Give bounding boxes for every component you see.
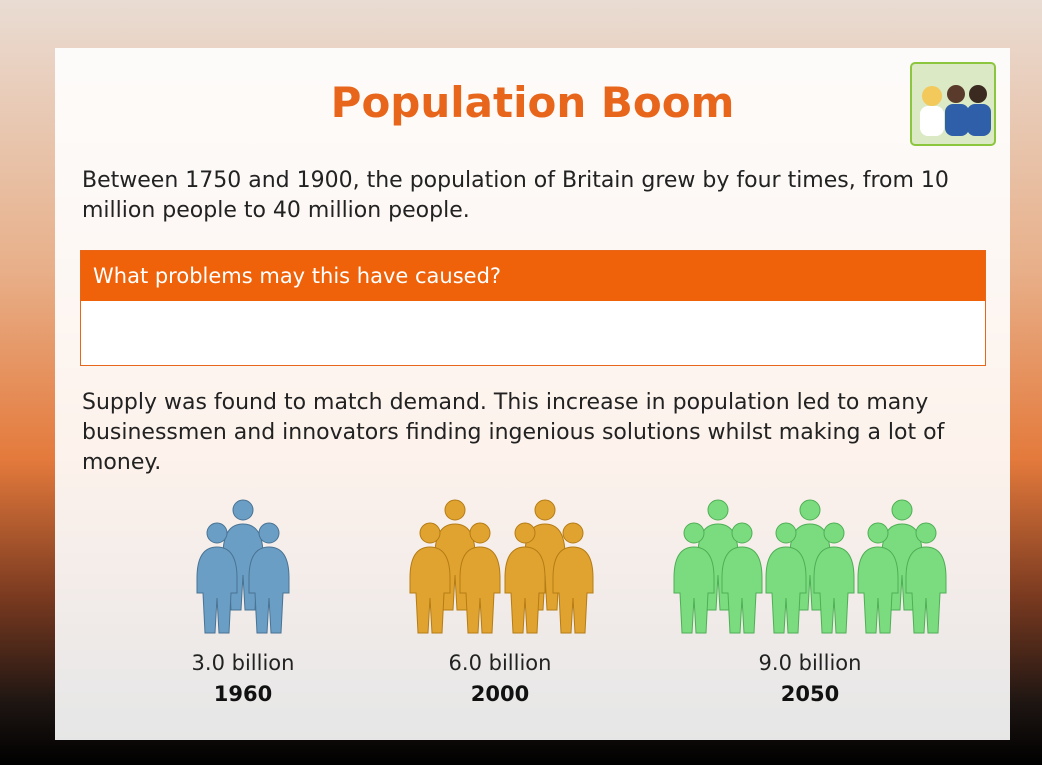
person-head bbox=[776, 523, 796, 543]
page: Population Boom Between 1750 and 1900, t… bbox=[0, 0, 1042, 765]
person-head bbox=[800, 500, 820, 520]
person-head bbox=[868, 523, 888, 543]
population-amount: 3.0 billion bbox=[192, 651, 295, 675]
population-year: 2050 bbox=[781, 682, 839, 706]
person-head bbox=[916, 523, 936, 543]
person-body bbox=[674, 547, 714, 633]
person-body bbox=[460, 547, 500, 633]
person-head bbox=[708, 500, 728, 520]
person-body bbox=[410, 547, 450, 633]
population-year: 2000 bbox=[471, 682, 529, 706]
person-head bbox=[535, 500, 555, 520]
person-body bbox=[505, 547, 545, 633]
person-body bbox=[814, 547, 854, 633]
person-head bbox=[207, 523, 227, 543]
population-graphic: 3.0 billion 1960 6.0 billion 2000 9.0 billio… bbox=[55, 48, 1010, 740]
person-body bbox=[766, 547, 806, 633]
slide: Population Boom Between 1750 and 1900, t… bbox=[55, 48, 1010, 740]
person-head bbox=[684, 523, 704, 543]
person-head bbox=[233, 500, 253, 520]
person-head bbox=[470, 523, 490, 543]
person-head bbox=[445, 500, 465, 520]
person-head bbox=[824, 523, 844, 543]
population-amount: 9.0 billion bbox=[759, 651, 862, 675]
population-amount: 6.0 billion bbox=[449, 651, 552, 675]
person-head bbox=[515, 523, 535, 543]
person-body bbox=[722, 547, 762, 633]
population-year: 1960 bbox=[214, 682, 272, 706]
person-head bbox=[732, 523, 752, 543]
person-body bbox=[197, 547, 237, 633]
person-head bbox=[420, 523, 440, 543]
person-body bbox=[249, 547, 289, 633]
person-body bbox=[553, 547, 593, 633]
person-head bbox=[259, 523, 279, 543]
person-head bbox=[892, 500, 912, 520]
person-head bbox=[563, 523, 583, 543]
person-body bbox=[906, 547, 946, 633]
person-body bbox=[858, 547, 898, 633]
